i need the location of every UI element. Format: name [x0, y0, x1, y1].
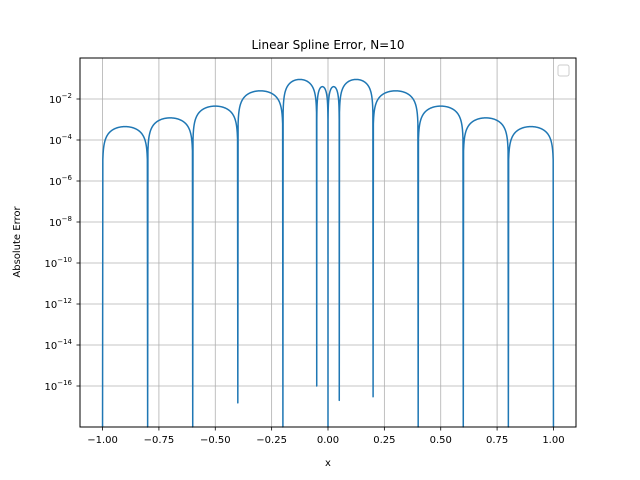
x-tick-label: −0.25 — [256, 435, 287, 446]
y-tick-label: 10−6 — [49, 174, 73, 188]
x-tick-label: 1.00 — [542, 435, 564, 446]
x-tick-label: 0.50 — [430, 435, 452, 446]
ticks: −1.00 −0.75 −0.50 −0.25 0.00 0.25 0.50 0.75 1.00… — [44, 92, 564, 446]
x-tick-label: 0.25 — [373, 435, 395, 446]
x-tick-label: −0.75 — [144, 435, 175, 446]
y-tick-label: 10−12 — [44, 297, 72, 311]
y-tick-label: 10−10 — [44, 256, 72, 270]
x-tick-label: 0.75 — [486, 435, 508, 446]
y-tick-label: 10−14 — [44, 338, 72, 352]
y-axis-label: Absolute Error — [12, 205, 23, 277]
chart-title: Linear Spline Error, N=10 — [252, 38, 405, 52]
y-tick-label: 10−8 — [49, 215, 72, 229]
x-axis-label: x — [325, 458, 331, 469]
x-tick-label: 0.00 — [317, 435, 339, 446]
x-tick-label: −1.00 — [87, 435, 118, 446]
y-tick-label: 10−2 — [49, 92, 72, 106]
y-tick-label: 10−4 — [49, 133, 73, 147]
legend-box — [557, 64, 570, 77]
x-tick-label: −0.50 — [200, 435, 231, 446]
y-tick-label: 10−16 — [44, 379, 72, 393]
